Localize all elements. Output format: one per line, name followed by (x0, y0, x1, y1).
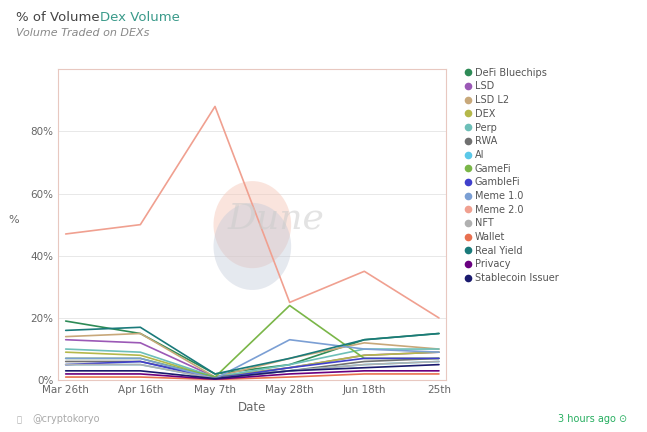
Ellipse shape (214, 203, 291, 290)
Text: Volume Traded on DEXs: Volume Traded on DEXs (16, 28, 149, 38)
Text: 🔵: 🔵 (16, 415, 21, 424)
Text: 3 hours ago ⊙: 3 hours ago ⊙ (558, 414, 628, 424)
Text: Dex Volume: Dex Volume (100, 11, 180, 24)
Text: @cryptokoryo: @cryptokoryo (32, 414, 100, 424)
Y-axis label: %: % (8, 215, 19, 225)
Legend: DeFi Bluechips, LSD, LSD L2, DEX, Perp, RWA, AI, GameFi, GambleFi, Meme 1.0, Mem: DeFi Bluechips, LSD, LSD L2, DEX, Perp, … (467, 68, 558, 283)
X-axis label: Date: Date (238, 400, 267, 413)
Text: Dune: Dune (227, 201, 324, 235)
Ellipse shape (214, 181, 291, 268)
Text: % of Volume: % of Volume (16, 11, 100, 24)
